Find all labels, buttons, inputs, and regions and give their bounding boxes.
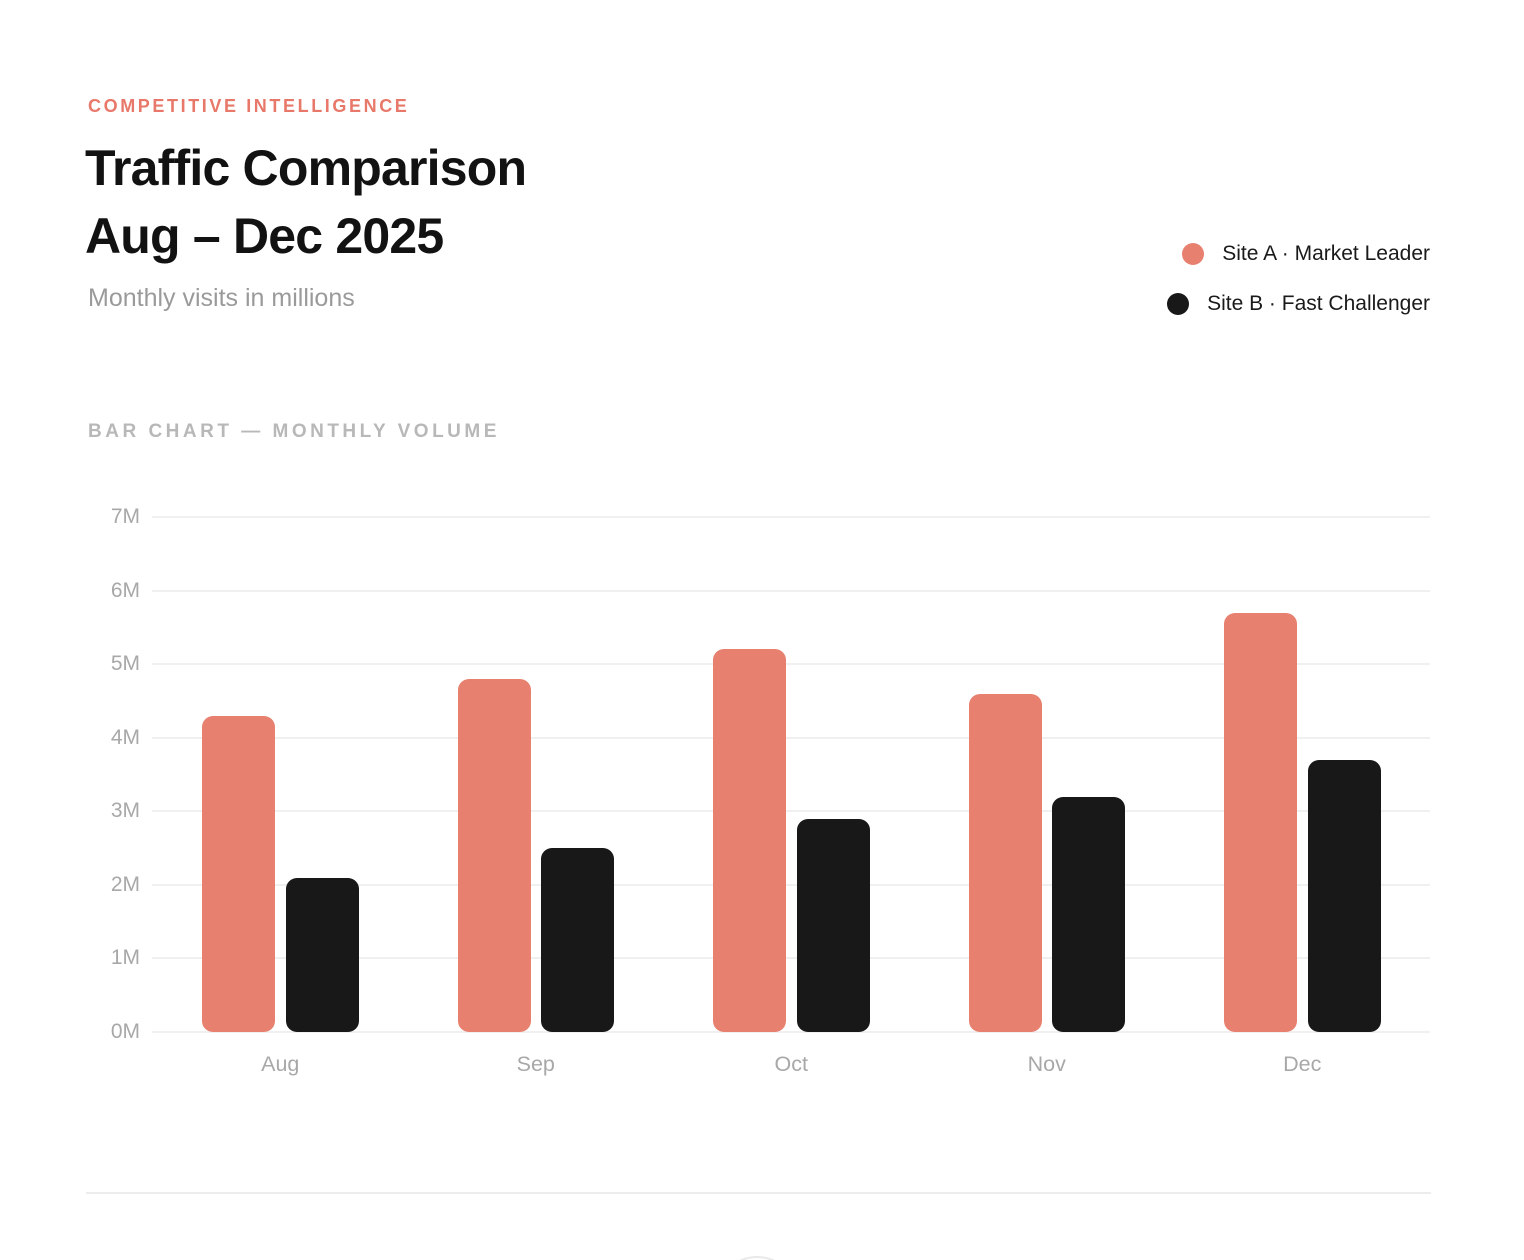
y-tick-label-3M: 3M bbox=[110, 799, 140, 823]
gridline-7M bbox=[152, 516, 1430, 518]
legend-item-site-a: Site A · Market Leader bbox=[1182, 240, 1430, 268]
bar-nov-site-b bbox=[1052, 796, 1125, 1032]
page-title: Traffic Comparison Aug – Dec 2025 bbox=[85, 134, 527, 270]
y-tick-label-5M: 5M bbox=[110, 652, 140, 676]
bar-aug-site-b bbox=[285, 877, 359, 1032]
bar-dec-site-a bbox=[1224, 612, 1297, 1032]
y-tick-label-4M: 4M bbox=[110, 725, 140, 749]
gridline-4M bbox=[152, 736, 1430, 739]
bar-sep-site-b bbox=[541, 848, 614, 1032]
page-subtitle: Monthly visits in millions bbox=[88, 284, 355, 312]
y-axis-labels: 0M 1M 2M 3M 4M 5M 6M 7M bbox=[48, 505, 140, 1043]
x-axis-labels: Aug Sep Oct Nov Dec bbox=[152, 1052, 1430, 1080]
y-tick-label-0M: 0M bbox=[110, 1020, 140, 1043]
y-tick-label-6M: 6M bbox=[110, 578, 140, 602]
gridline-1M bbox=[152, 957, 1430, 960]
bottom-partial-circle bbox=[715, 1256, 799, 1260]
bar-oct-site-a bbox=[713, 649, 786, 1032]
chart-legend: Site A · Market Leader Site B · Fast Cha… bbox=[1167, 240, 1430, 318]
page-title-line1: Traffic Comparison bbox=[85, 140, 527, 196]
bar-oct-site-b bbox=[796, 818, 870, 1032]
x-tick-label-nov: Nov bbox=[1027, 1052, 1066, 1076]
site-b-dot-icon bbox=[1167, 293, 1190, 315]
y-tick-label-1M: 1M bbox=[110, 946, 140, 970]
legend-item-site-b: Site B · Fast Challenger bbox=[1167, 290, 1430, 318]
legend-label-site-a: Site A · Market Leader bbox=[1222, 242, 1430, 265]
gridline-6M bbox=[152, 589, 1430, 592]
x-tick-label-aug: Aug bbox=[261, 1052, 300, 1076]
bar-sep-site-a bbox=[457, 678, 531, 1032]
legend-label-site-b: Site B · Fast Challenger bbox=[1207, 292, 1430, 315]
gridline-5M bbox=[152, 663, 1430, 666]
x-tick-label-sep: Sep bbox=[516, 1052, 555, 1076]
gridline-3M bbox=[152, 810, 1430, 813]
footer-divider bbox=[86, 1192, 1431, 1194]
x-tick-label-oct: Oct bbox=[774, 1052, 808, 1076]
site-a-dot-icon bbox=[1182, 243, 1205, 265]
y-tick-label-7M: 7M bbox=[110, 505, 140, 528]
bar-dec-site-b bbox=[1307, 759, 1381, 1032]
x-tick-label-dec: Dec bbox=[1283, 1052, 1322, 1076]
bar-chart-plot-area bbox=[152, 516, 1430, 1033]
bar-aug-site-a bbox=[202, 715, 275, 1032]
kicker-label: COMPETITIVE INTELLIGENCE bbox=[88, 96, 410, 116]
bar-nov-site-a bbox=[968, 693, 1042, 1032]
y-tick-label-2M: 2M bbox=[110, 872, 140, 896]
page-title-line2: Aug – Dec 2025 bbox=[85, 208, 444, 264]
gridline-2M bbox=[152, 883, 1430, 886]
gridline-0M bbox=[152, 1031, 1430, 1033]
chart-section-label: BAR CHART — MONTHLY VOLUME bbox=[88, 421, 500, 442]
